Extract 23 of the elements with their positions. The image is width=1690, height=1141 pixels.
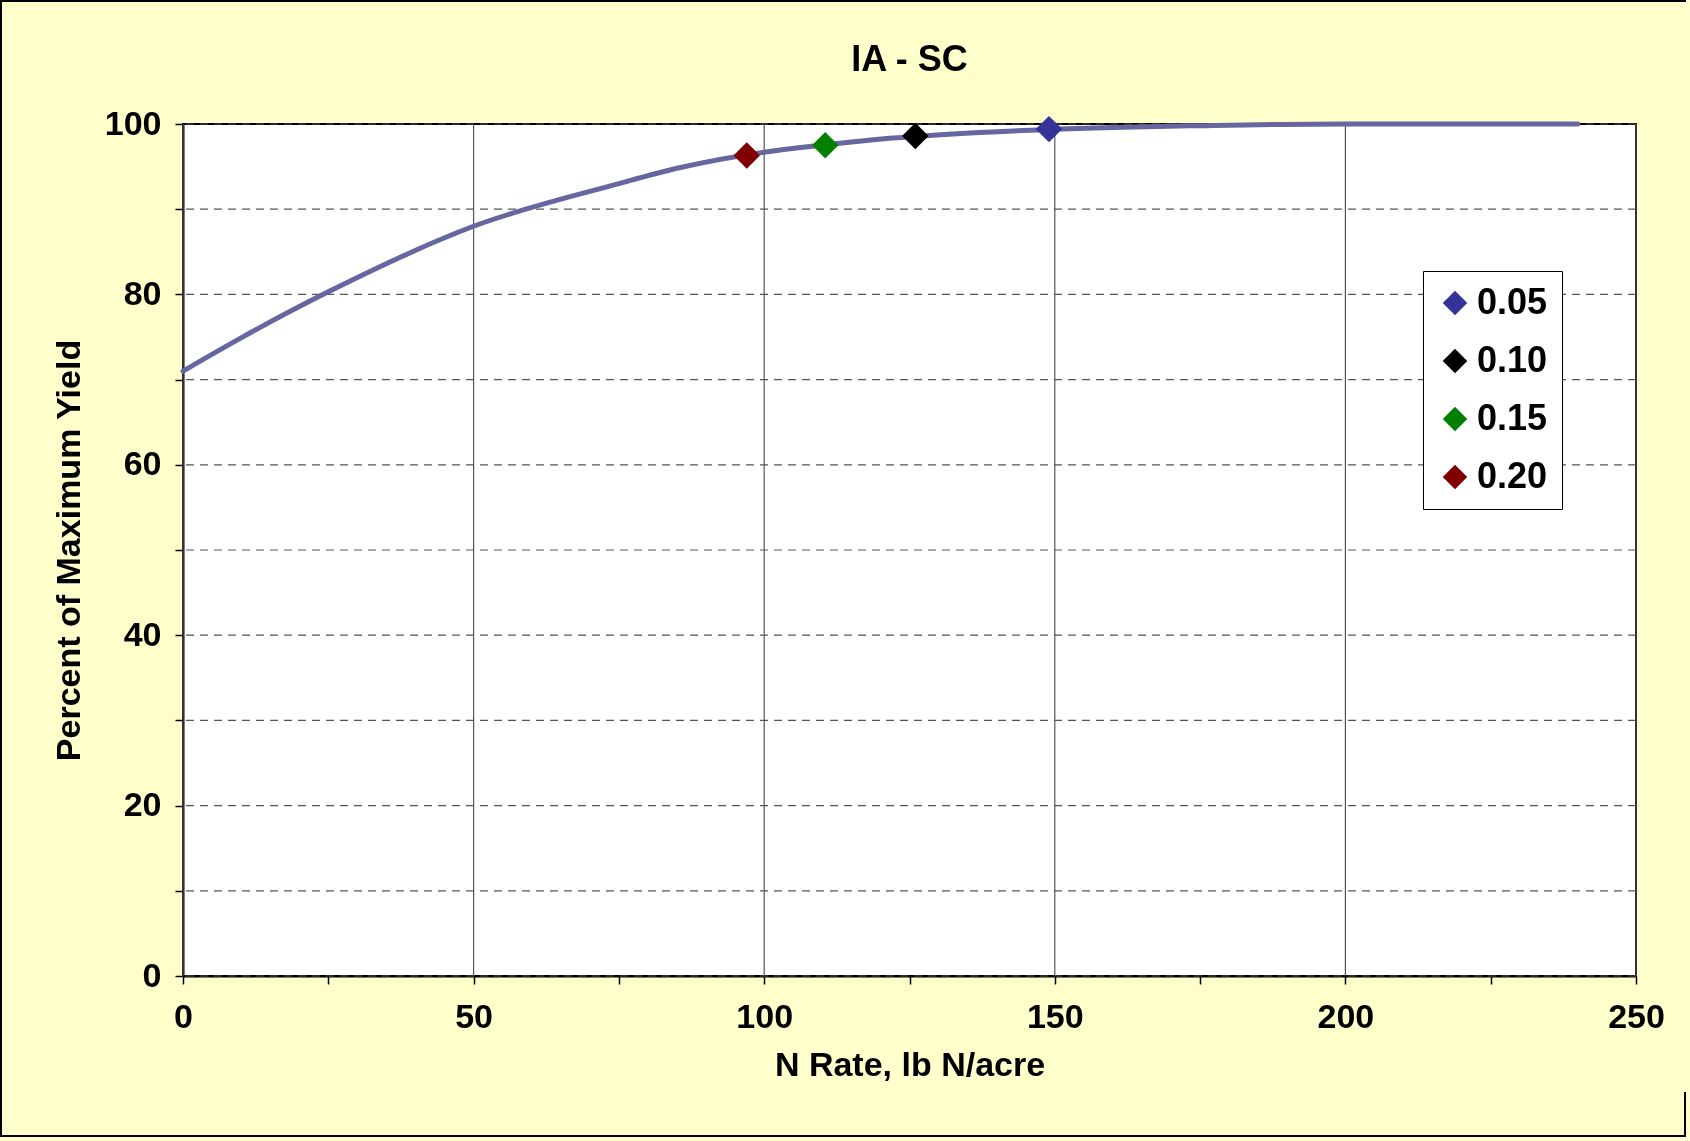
chart-title: IA - SC xyxy=(851,38,968,79)
legend-label: 0.05 xyxy=(1477,281,1548,322)
legend-label: 0.15 xyxy=(1477,397,1548,438)
legend-label: 0.10 xyxy=(1477,339,1548,380)
legend-label: 0.20 xyxy=(1477,455,1548,496)
x-tick-label: 250 xyxy=(1608,996,1665,1035)
y-tick-label: 60 xyxy=(123,444,162,483)
x-tick-label: 150 xyxy=(1026,996,1084,1035)
point xyxy=(902,122,929,150)
y-tick-label: 80 xyxy=(123,273,162,312)
y-tick-label: 40 xyxy=(123,614,162,653)
point xyxy=(1035,115,1063,143)
x-tick-label: 50 xyxy=(455,996,494,1035)
x-tick-label: 100 xyxy=(736,996,794,1035)
y-tick-label: 100 xyxy=(104,103,162,142)
x-tick-label: 200 xyxy=(1317,996,1375,1035)
x-axis-title: N Rate, lb N/acre xyxy=(774,1044,1046,1083)
y-tick-label: 20 xyxy=(123,785,162,824)
point xyxy=(812,132,839,159)
x-tick-label: 0 xyxy=(174,996,193,1035)
point xyxy=(733,142,760,169)
y-tick-label: 0 xyxy=(142,955,162,994)
y-axis-title: Percent of Maximum Yield xyxy=(48,339,87,762)
